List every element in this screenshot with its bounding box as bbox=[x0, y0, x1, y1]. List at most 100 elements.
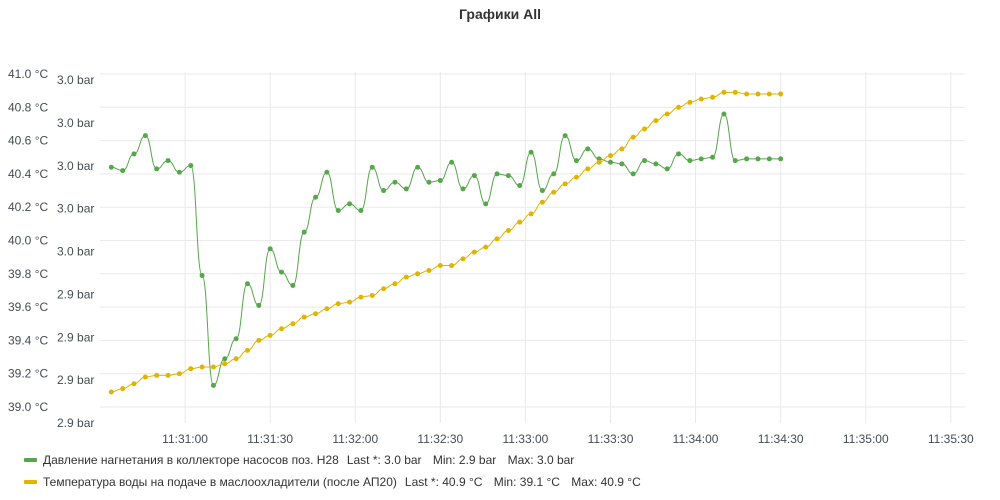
series-point-temperature bbox=[494, 236, 500, 242]
series-point-pressure bbox=[176, 169, 182, 175]
series-point-temperature bbox=[585, 166, 591, 172]
series-point-temperature bbox=[210, 364, 216, 370]
right-tick-label: 3.0 bar bbox=[57, 159, 94, 173]
chart-area[interactable]: 41.0 °C 40.8 °C 40.6 °C 40.4 °C 40.2 °C 40.0 … bbox=[0, 0, 1000, 445]
series-point-pressure bbox=[347, 201, 353, 207]
panel-title: Графики All bbox=[459, 6, 541, 22]
series-point-pressure bbox=[619, 161, 625, 167]
series-layer bbox=[108, 89, 784, 395]
series-point-temperature bbox=[528, 211, 534, 217]
series-point-pressure bbox=[279, 269, 285, 275]
series-point-pressure bbox=[369, 164, 375, 170]
series-point-pressure bbox=[165, 158, 171, 164]
series-point-pressure bbox=[415, 164, 421, 170]
series-point-temperature bbox=[335, 301, 341, 307]
series-point-temperature bbox=[403, 274, 409, 280]
series-point-temperature bbox=[290, 321, 296, 327]
series-point-temperature bbox=[131, 381, 137, 387]
legend-label-temperature: Температура воды на подаче в маслоохлади… bbox=[43, 475, 397, 489]
series-point-temperature bbox=[165, 372, 171, 378]
series-point-temperature bbox=[653, 118, 659, 124]
series-point-temperature bbox=[778, 91, 784, 97]
legend-min-temperature: Min: 39.1 °C bbox=[493, 475, 560, 489]
x-tick-label: 11:35:30 bbox=[928, 432, 974, 445]
series-point-pressure bbox=[494, 171, 500, 177]
legend-label-pressure: Давление нагнетания в коллекторе насосов… bbox=[43, 453, 339, 467]
series-point-pressure bbox=[483, 201, 489, 207]
left-tick-label: 41.0 °C bbox=[8, 67, 48, 81]
legend-last-pressure: Last *: 3.0 bar bbox=[346, 453, 422, 467]
series-point-pressure bbox=[210, 382, 216, 388]
series-point-pressure bbox=[562, 133, 568, 139]
grid-lines bbox=[100, 72, 965, 423]
series-point-pressure bbox=[585, 146, 591, 152]
series-point-temperature bbox=[233, 356, 239, 362]
series-point-temperature bbox=[619, 146, 625, 152]
x-tick-label: 11:34:30 bbox=[758, 432, 804, 445]
x-axis: 11:31:00 11:31:30 11:32:00 11:32:30 11:33:00… bbox=[162, 432, 974, 445]
right-tick-label: 3.0 bar bbox=[57, 73, 94, 87]
right-tick-label: 2.9 bar bbox=[57, 416, 94, 430]
right-tick-label: 2.9 bar bbox=[57, 330, 94, 344]
series-point-temperature bbox=[154, 372, 160, 378]
series-point-pressure bbox=[573, 158, 579, 164]
series-point-pressure bbox=[755, 156, 761, 162]
x-tick-label: 11:33:30 bbox=[588, 432, 634, 445]
series-point-temperature bbox=[630, 134, 636, 140]
right-tick-label: 3.0 bar bbox=[57, 202, 94, 216]
left-tick-label: 39.8 °C bbox=[8, 267, 48, 281]
series-point-temperature bbox=[381, 286, 387, 292]
series-point-temperature bbox=[744, 91, 750, 97]
legend-item-temperature[interactable]: Температура воды на подаче в маслоохлади… bbox=[24, 471, 641, 493]
x-tick-label: 11:35:00 bbox=[843, 432, 889, 445]
legend: Давление нагнетания в коллекторе насосов… bbox=[24, 449, 641, 493]
series-point-pressure bbox=[676, 151, 682, 157]
series-point-pressure bbox=[460, 186, 466, 192]
series-point-temperature bbox=[176, 371, 182, 377]
series-point-pressure bbox=[222, 356, 228, 362]
series-point-temperature bbox=[449, 262, 455, 268]
series-point-pressure bbox=[403, 186, 409, 192]
series-point-pressure bbox=[721, 111, 727, 117]
series-point-pressure bbox=[154, 166, 160, 172]
series-point-temperature bbox=[471, 249, 477, 255]
series-point-temperature bbox=[755, 91, 761, 97]
series-point-pressure bbox=[539, 188, 545, 194]
series-point-pressure bbox=[517, 183, 523, 189]
series-point-pressure bbox=[710, 154, 716, 160]
series-point-temperature bbox=[392, 281, 398, 287]
series-point-temperature bbox=[142, 374, 148, 380]
series-point-pressure bbox=[290, 282, 296, 288]
series-point-pressure bbox=[744, 156, 750, 162]
series-point-pressure bbox=[505, 173, 511, 179]
legend-stats-pressure: Last *: 3.0 bar Min: 2.9 bar Max: 3.0 ba… bbox=[339, 453, 574, 467]
series-point-temperature bbox=[267, 332, 273, 338]
series-point-pressure bbox=[732, 158, 738, 164]
series-point-pressure bbox=[437, 178, 443, 184]
series-point-temperature bbox=[687, 99, 693, 105]
legend-last-temperature: Last *: 40.9 °C bbox=[404, 475, 483, 489]
right-tick-label: 2.9 bar bbox=[57, 373, 94, 387]
series-point-temperature bbox=[313, 311, 319, 317]
left-tick-label: 40.8 °C bbox=[8, 100, 48, 114]
right-tick-label: 3.0 bar bbox=[57, 116, 94, 130]
series-point-pressure bbox=[528, 149, 534, 155]
series-point-temperature bbox=[766, 91, 772, 97]
series-point-temperature bbox=[596, 159, 602, 165]
x-tick-label: 11:32:30 bbox=[417, 432, 463, 445]
left-tick-label: 40.2 °C bbox=[8, 200, 48, 214]
left-tick-label: 39.0 °C bbox=[8, 400, 48, 414]
series-point-pressure bbox=[778, 156, 784, 162]
legend-item-pressure[interactable]: Давление нагнетания в коллекторе насосов… bbox=[24, 449, 641, 471]
series-point-pressure bbox=[188, 163, 194, 169]
series-point-temperature bbox=[358, 294, 364, 300]
series-point-pressure bbox=[301, 229, 307, 235]
series-point-temperature bbox=[732, 89, 738, 95]
series-point-pressure bbox=[199, 272, 205, 278]
series-point-temperature bbox=[369, 292, 375, 298]
series-point-pressure bbox=[131, 151, 137, 157]
x-tick-label: 11:31:30 bbox=[247, 432, 293, 445]
series-point-temperature bbox=[199, 364, 205, 370]
series-point-temperature bbox=[721, 89, 727, 95]
series-line-temperature bbox=[111, 91, 781, 393]
